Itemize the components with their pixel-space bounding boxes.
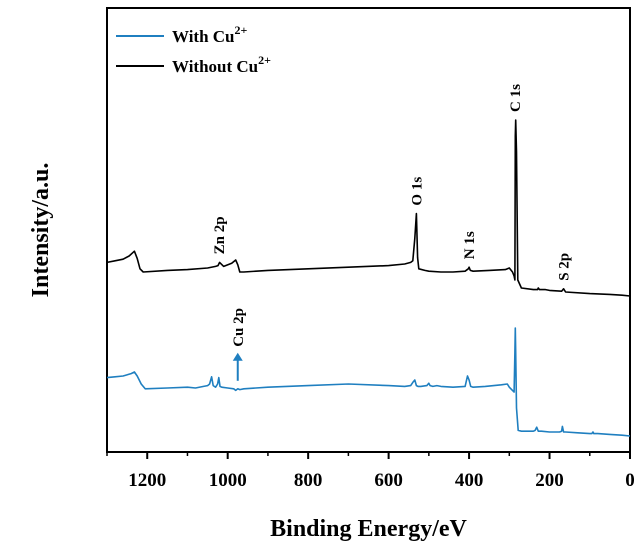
x-tick-label: 1200 — [128, 470, 166, 491]
y-axis-title: Intensity/a.u. — [28, 163, 54, 298]
plot-area — [106, 7, 631, 453]
legend-label-with_cu: With Cu2+ — [172, 23, 248, 46]
peak-label: S 2p — [557, 253, 573, 281]
x-tick-label: 400 — [455, 470, 484, 491]
series-line-without_cu — [106, 119, 631, 297]
series-line-with_cu — [106, 327, 631, 437]
x-axis-title: Binding Energy/eV — [270, 516, 467, 542]
peak-label-group: Cu 2p — [231, 308, 247, 381]
peak-label: C 1s — [508, 84, 524, 112]
legend: With Cu2+ Without Cu2+ — [116, 23, 271, 76]
x-tick-label: 200 — [535, 470, 564, 491]
peak-labels: C 1s O 1s N 1s Zn 2p S 2p Cu 2p — [212, 84, 573, 381]
peak-label: Zn 2p — [212, 216, 228, 254]
peak-label-group: Zn 2p — [212, 216, 228, 254]
axes: 1200 1000 800 600 400 200 0 — [106, 452, 635, 491]
x-tick-label: 0 — [625, 470, 635, 491]
x-tick-label: 1000 — [209, 470, 247, 491]
peak-label: O 1s — [409, 177, 425, 206]
peak-label-group: O 1s — [409, 177, 425, 206]
peak-label-group: C 1s — [508, 84, 524, 112]
peak-label-group: N 1s — [462, 231, 478, 259]
peak-label-group: S 2p — [557, 253, 573, 281]
peak-label: Cu 2p — [231, 308, 247, 347]
series-layer — [106, 119, 631, 437]
peak-arrow-head — [232, 352, 243, 361]
plot-frame — [106, 7, 631, 453]
peak-label: N 1s — [462, 231, 478, 259]
x-tick-label: 800 — [294, 470, 323, 491]
legend-label-without_cu: Without Cu2+ — [172, 53, 271, 76]
x-tick-label: 600 — [374, 470, 403, 491]
